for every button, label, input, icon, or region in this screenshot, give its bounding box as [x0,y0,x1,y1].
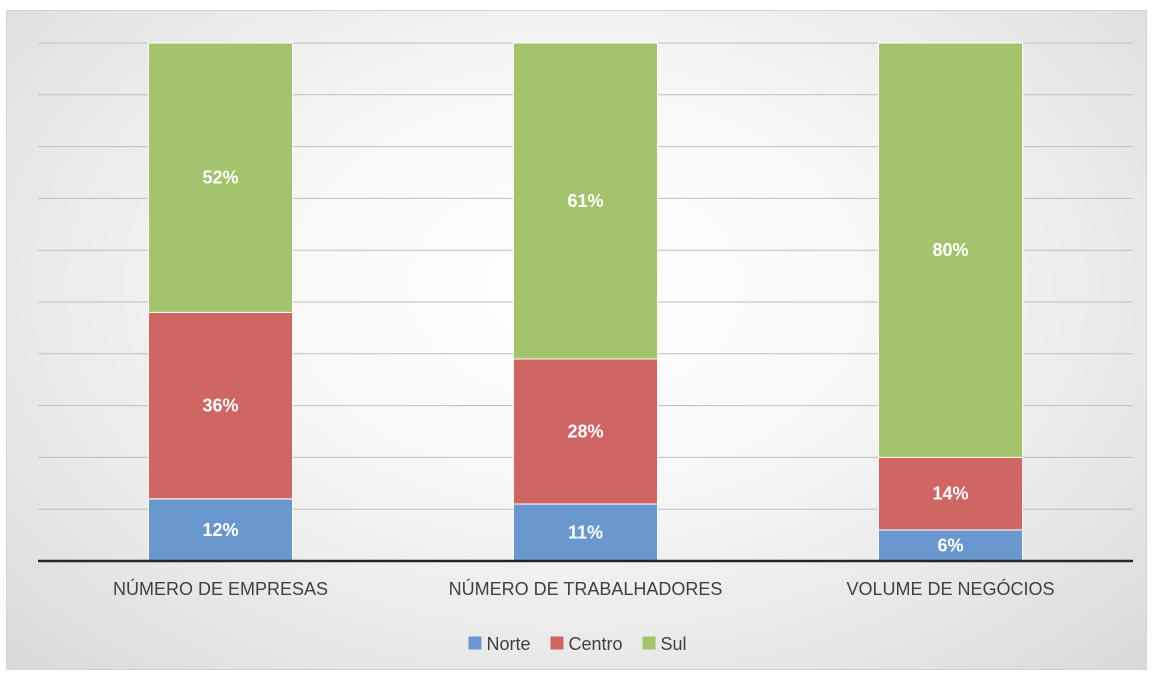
data-label: 6% [937,535,963,555]
category-labels: NÚMERO DE EMPRESAS NÚMERO DE TRABALHADORE… [113,578,1055,599]
data-label: 12% [202,520,238,540]
legend-label-sul: Sul [661,634,687,654]
bar-segment-centro [147,311,294,500]
bar-segment-sul [877,42,1024,458]
legend-swatch-centro [550,636,564,650]
data-label: 28% [567,422,603,442]
legend-label-centro: Centro [568,634,622,654]
legend-swatch-norte [468,636,482,650]
legend-label-norte: Norte [486,634,530,654]
bar-segment-norte [877,529,1024,562]
bar-segment-norte [512,503,659,562]
bar-segment-sul [147,42,294,313]
category-label: VOLUME DE NEGÓCIOS [846,578,1054,599]
legend: Norte Centro Sul [468,634,687,654]
data-label: 11% [568,523,603,543]
data-label: 80% [932,240,968,260]
bars [147,42,1024,562]
stacked-bar-chart: 12% 36% 52% 11% 28% 61% 6% 14% 80% NÚMERO DE EMP… [38,42,1133,654]
data-label: 14% [932,484,968,504]
data-label: 52% [202,168,238,188]
data-label: 36% [202,396,238,416]
bar-segment-centro [877,456,1024,531]
category-label: NÚMERO DE TRABALHADORES [449,578,723,599]
data-labels: 12% 36% 52% 11% 28% 61% 6% 14% 80% [202,168,968,556]
chart-area: 12% 36% 52% 11% 28% 61% 6% 14% 80% NÚMERO DE EMP… [6,10,1147,670]
data-label: 61% [567,191,603,211]
bar-segment-centro [512,358,659,505]
legend-swatch-sul [642,636,656,650]
bar-segment-sul [512,42,659,360]
category-label: NÚMERO DE EMPRESAS [113,578,328,599]
